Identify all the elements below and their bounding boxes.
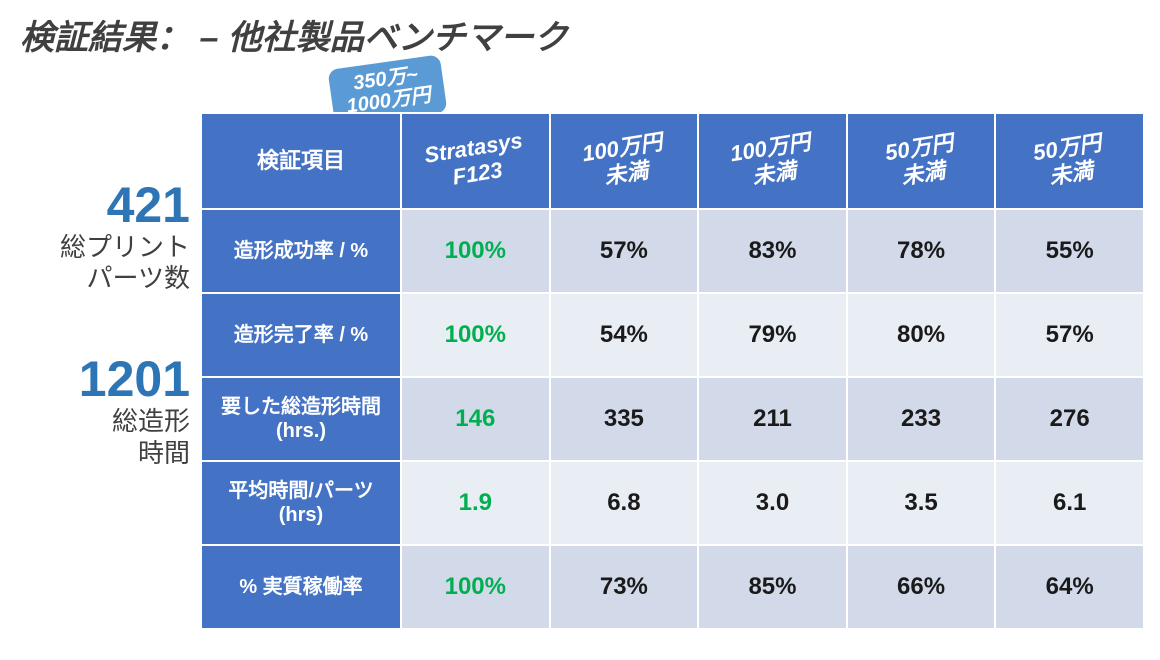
table-row-header: % 実質稼働率 [201, 545, 401, 629]
table-cell: 276 [995, 377, 1144, 461]
benchmark-table-wrap: 検証項目StratasysF123100万円未満100万円未満50万円未満50万… [200, 112, 1145, 630]
table-cell: 73% [550, 545, 699, 629]
table-col-header: 100万円未満 [550, 113, 699, 209]
table-cell: 57% [995, 293, 1144, 377]
table-cell: 3.5 [847, 461, 996, 545]
table-cell: 211 [698, 377, 847, 461]
table-row-header: 造形完了率 / % [201, 293, 401, 377]
table-corner-header: 検証項目 [201, 113, 401, 209]
table-row-header: 要した総造形時間(hrs.) [201, 377, 401, 461]
table-cell: 78% [847, 209, 996, 293]
table-row: 造形成功率 / %100%57%83%78%55% [201, 209, 1144, 293]
table-cell: 146 [401, 377, 550, 461]
table-header-row: 検証項目StratasysF123100万円未満100万円未満50万円未満50万… [201, 113, 1144, 209]
table-col-header: 50万円未満 [995, 113, 1144, 209]
table-row: 平均時間/パーツ(hrs)1.96.83.03.56.1 [201, 461, 1144, 545]
table-cell: 6.8 [550, 461, 699, 545]
table-cell: 55% [995, 209, 1144, 293]
table-col-header: 50万円未満 [847, 113, 996, 209]
table-row-header: 造形成功率 / % [201, 209, 401, 293]
table-cell: 233 [847, 377, 996, 461]
table-cell: 6.1 [995, 461, 1144, 545]
table-cell: 3.0 [698, 461, 847, 545]
table-row: % 実質稼働率100%73%85%66%64% [201, 545, 1144, 629]
page-title: 検証結果： – 他社製品ベンチマーク [20, 10, 568, 59]
table-cell: 85% [698, 545, 847, 629]
table-cell: 80% [847, 293, 996, 377]
table-row-header: 平均時間/パーツ(hrs) [201, 461, 401, 545]
table-col-header: 100万円未満 [698, 113, 847, 209]
stat-number-parts: 421 [0, 180, 190, 230]
table-col-header: StratasysF123 [401, 113, 550, 209]
table-cell: 335 [550, 377, 699, 461]
stat-number-hours: 1201 [0, 354, 190, 404]
table-cell: 66% [847, 545, 996, 629]
table-row: 要した総造形時間(hrs.)146335211233276 [201, 377, 1144, 461]
table-cell: 1.9 [401, 461, 550, 545]
table-cell: 100% [401, 293, 550, 377]
table-cell: 79% [698, 293, 847, 377]
table-row: 造形完了率 / %100%54%79%80%57% [201, 293, 1144, 377]
side-stats: 421 総プリントパーツ数 1201 総造形時間 [0, 180, 200, 469]
table-cell: 83% [698, 209, 847, 293]
table-cell: 54% [550, 293, 699, 377]
table-cell: 57% [550, 209, 699, 293]
benchmark-table: 検証項目StratasysF123100万円未満100万円未満50万円未満50万… [200, 112, 1145, 630]
stat-label-parts: 総プリントパーツ数 [0, 232, 190, 294]
table-cell: 100% [401, 209, 550, 293]
stat-label-hours: 総造形時間 [0, 406, 190, 468]
table-cell: 64% [995, 545, 1144, 629]
table-cell: 100% [401, 545, 550, 629]
